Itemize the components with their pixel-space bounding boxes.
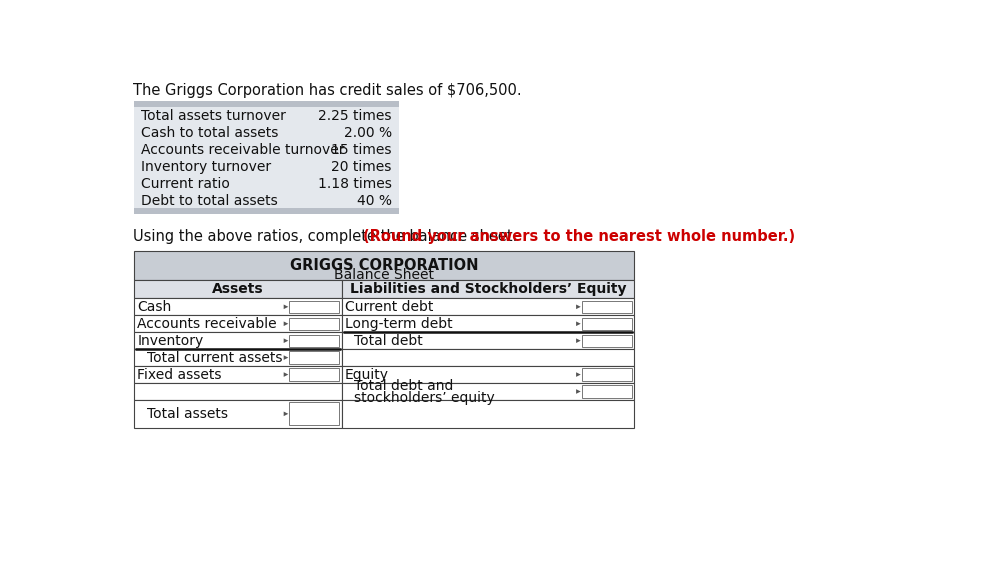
Bar	[134, 400, 342, 428]
Text: Current ratio: Current ratio	[140, 177, 229, 191]
Bar	[342, 332, 634, 349]
Bar	[582, 369, 632, 381]
Text: 40 %: 40 %	[357, 193, 391, 208]
Text: 1.18 times: 1.18 times	[318, 177, 391, 191]
Bar	[289, 351, 340, 364]
Polygon shape	[576, 339, 581, 343]
Text: 2.00 %: 2.00 %	[344, 126, 391, 140]
Bar	[289, 402, 340, 425]
Bar	[134, 349, 342, 366]
Text: Liabilities and Stockholders’ Equity: Liabilities and Stockholders’ Equity	[350, 282, 626, 296]
Polygon shape	[284, 355, 288, 360]
Text: (Round your answers to the nearest whole number.): (Round your answers to the nearest whole…	[364, 229, 795, 244]
Bar	[134, 366, 342, 383]
Text: Accounts receivable: Accounts receivable	[137, 317, 277, 331]
Bar	[134, 251, 634, 280]
Bar	[134, 315, 342, 332]
Text: 20 times: 20 times	[331, 160, 391, 174]
Text: Cash: Cash	[137, 300, 172, 314]
Text: Fixed assets: Fixed assets	[137, 367, 222, 382]
Bar	[342, 349, 634, 366]
Bar	[582, 335, 632, 347]
Text: The Griggs Corporation has credit sales of $706,500.: The Griggs Corporation has credit sales …	[132, 83, 522, 98]
Text: Current debt: Current debt	[345, 300, 434, 314]
Text: Balance Sheet: Balance Sheet	[334, 268, 435, 282]
Bar	[342, 400, 634, 428]
Bar	[134, 107, 399, 208]
Polygon shape	[576, 321, 581, 326]
Bar	[342, 366, 634, 383]
Polygon shape	[284, 321, 288, 326]
Bar	[582, 385, 632, 398]
Text: Accounts receivable turnover: Accounts receivable turnover	[140, 143, 344, 157]
Bar	[289, 301, 340, 313]
Text: Using the above ratios, complete the balance sheet.: Using the above ratios, complete the bal…	[132, 229, 522, 244]
Bar	[134, 280, 342, 298]
Text: Total debt and: Total debt and	[355, 379, 453, 393]
Text: Total current assets: Total current assets	[147, 351, 283, 364]
Text: Long-term debt: Long-term debt	[345, 317, 453, 331]
Text: 15 times: 15 times	[331, 143, 391, 157]
Text: Equity: Equity	[345, 367, 389, 382]
Polygon shape	[284, 373, 288, 377]
Bar	[134, 298, 342, 315]
Bar	[134, 208, 399, 214]
Bar	[289, 369, 340, 381]
Bar	[582, 317, 632, 330]
Polygon shape	[576, 373, 581, 377]
Bar	[134, 101, 399, 107]
Bar	[342, 298, 634, 315]
Bar	[134, 332, 342, 349]
Bar	[342, 280, 634, 298]
Bar	[134, 383, 342, 400]
Text: Total debt: Total debt	[355, 333, 423, 348]
Text: Inventory: Inventory	[137, 333, 204, 348]
Text: Debt to total assets: Debt to total assets	[140, 193, 278, 208]
Text: Total assets turnover: Total assets turnover	[140, 109, 286, 123]
Text: Total assets: Total assets	[147, 407, 228, 421]
Text: Inventory turnover: Inventory turnover	[140, 160, 271, 174]
Text: Cash to total assets: Cash to total assets	[140, 126, 278, 140]
Text: 2.25 times: 2.25 times	[318, 109, 391, 123]
Polygon shape	[284, 412, 288, 416]
Bar	[342, 315, 634, 332]
Text: Assets: Assets	[212, 282, 264, 296]
Polygon shape	[576, 389, 581, 394]
Polygon shape	[284, 339, 288, 343]
Bar	[342, 383, 634, 400]
Polygon shape	[284, 304, 288, 309]
Text: GRIGGS CORPORATION: GRIGGS CORPORATION	[290, 258, 478, 273]
Bar	[289, 335, 340, 347]
Polygon shape	[576, 304, 581, 309]
Bar	[289, 317, 340, 330]
Text: stockholders’ equity: stockholders’ equity	[355, 391, 495, 405]
Bar	[582, 301, 632, 313]
